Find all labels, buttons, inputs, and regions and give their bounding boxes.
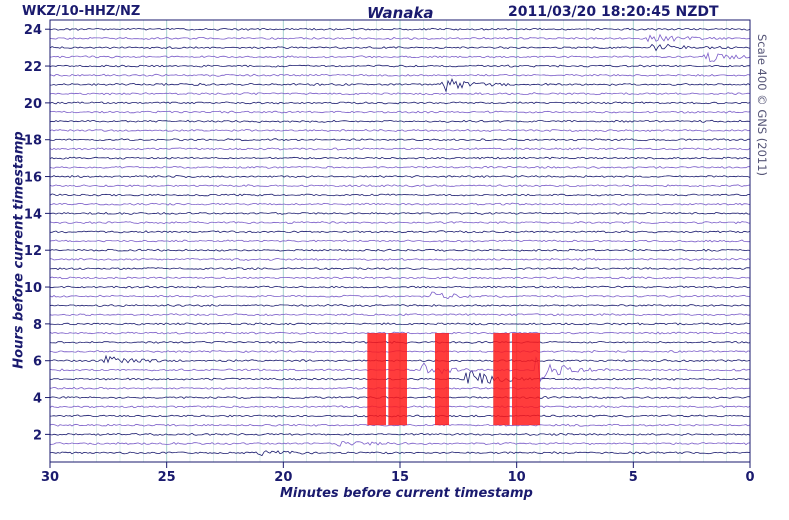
y-tick-label: 6 xyxy=(33,355,42,370)
trace-line xyxy=(49,27,751,31)
y-tick-label: 24 xyxy=(24,23,42,38)
y-tick-label: 16 xyxy=(24,171,42,186)
x-tick-label: 10 xyxy=(508,470,526,485)
y-tick-label: 8 xyxy=(33,318,42,333)
y-tick-label: 4 xyxy=(33,392,42,407)
trace-line xyxy=(49,165,750,169)
trace-line xyxy=(49,441,751,447)
trace-line xyxy=(49,291,751,300)
trace-line xyxy=(49,221,751,225)
trace-line xyxy=(49,248,751,252)
trace-line xyxy=(49,51,751,63)
trace-line xyxy=(49,184,751,188)
trace-line xyxy=(49,156,751,160)
trace-line xyxy=(49,174,751,179)
trace-line xyxy=(49,110,751,114)
trace-line xyxy=(49,450,751,457)
event-highlight-band xyxy=(367,333,386,426)
trace-line xyxy=(49,129,751,132)
trace-line xyxy=(49,432,751,436)
x-tick-label: 25 xyxy=(158,470,176,485)
trace-layer xyxy=(49,27,751,457)
trace-line xyxy=(49,119,751,123)
trace-line xyxy=(49,285,751,289)
trace-line xyxy=(49,193,751,197)
trace-line xyxy=(49,77,751,93)
x-tick-label: 0 xyxy=(745,470,754,485)
event-highlight-band xyxy=(493,333,510,426)
x-tick-label: 5 xyxy=(629,470,638,485)
station-name: Wanaka xyxy=(367,4,434,22)
trace-line xyxy=(49,64,751,68)
y-tick-label: 2 xyxy=(33,428,42,443)
y-tick-label: 20 xyxy=(24,97,42,112)
trace-line xyxy=(49,101,751,105)
trace-line xyxy=(49,303,751,307)
x-tick-label: 15 xyxy=(391,470,409,485)
event-highlight-band xyxy=(435,333,449,426)
trace-line xyxy=(49,202,751,206)
trace-line xyxy=(49,73,751,77)
trace-line xyxy=(49,147,751,151)
y-tick-label: 12 xyxy=(24,244,42,259)
trace-line xyxy=(49,211,751,215)
trace-line xyxy=(49,33,751,43)
highlight-layer xyxy=(367,333,540,426)
trace-line xyxy=(49,92,751,96)
trace-line xyxy=(50,230,751,234)
trace-line xyxy=(49,257,751,261)
event-highlight-band xyxy=(388,333,407,426)
trace-line xyxy=(49,276,751,280)
x-tick-label: 30 xyxy=(41,470,59,485)
x-tick-label: 20 xyxy=(274,470,292,485)
trace-line xyxy=(49,138,751,142)
trace-line xyxy=(49,267,751,271)
trace-line xyxy=(49,322,751,326)
current-timestamp: 2011/03/20 18:20:45 NZDT xyxy=(508,4,719,20)
y-tick-label: 10 xyxy=(24,281,42,296)
trace-line xyxy=(49,43,751,52)
y-tick-label: 14 xyxy=(24,207,42,222)
y-tick-label: 18 xyxy=(24,134,42,149)
trace-line xyxy=(49,313,751,317)
x-axis-label: Minutes before current timestamp xyxy=(280,486,533,501)
y-tick-label: 22 xyxy=(24,60,42,75)
station-code: WKZ/10-HHZ/NZ xyxy=(22,4,141,19)
event-highlight-band xyxy=(512,333,540,426)
trace-line xyxy=(49,239,750,243)
